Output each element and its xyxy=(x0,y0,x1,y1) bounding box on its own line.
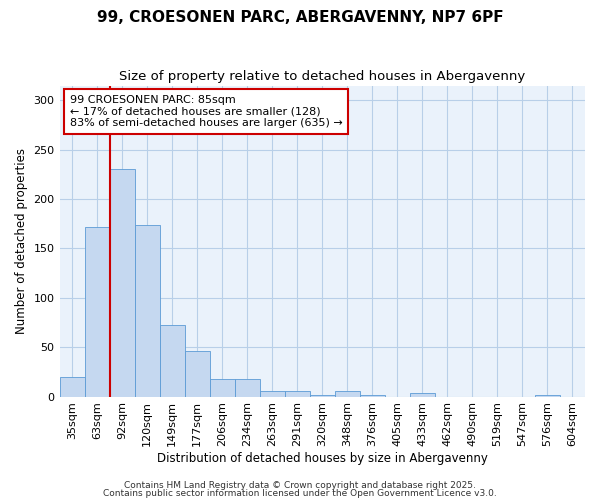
Bar xyxy=(110,170,134,396)
Title: Size of property relative to detached houses in Abergavenny: Size of property relative to detached ho… xyxy=(119,70,526,83)
Text: 99, CROESONEN PARC, ABERGAVENNY, NP7 6PF: 99, CROESONEN PARC, ABERGAVENNY, NP7 6PF xyxy=(97,10,503,25)
Bar xyxy=(335,390,360,396)
Bar xyxy=(235,379,260,396)
Bar xyxy=(59,377,85,396)
Bar xyxy=(209,379,235,396)
Bar xyxy=(260,390,285,396)
Bar xyxy=(285,390,310,396)
Bar xyxy=(85,227,110,396)
X-axis label: Distribution of detached houses by size in Abergavenny: Distribution of detached houses by size … xyxy=(157,452,488,465)
Text: Contains HM Land Registry data © Crown copyright and database right 2025.: Contains HM Land Registry data © Crown c… xyxy=(124,481,476,490)
Bar xyxy=(310,394,335,396)
Bar xyxy=(360,394,385,396)
Bar xyxy=(535,394,560,396)
Bar xyxy=(410,392,435,396)
Y-axis label: Number of detached properties: Number of detached properties xyxy=(15,148,28,334)
Bar xyxy=(134,225,160,396)
Text: 99 CROESONEN PARC: 85sqm
← 17% of detached houses are smaller (128)
83% of semi-: 99 CROESONEN PARC: 85sqm ← 17% of detach… xyxy=(70,95,343,128)
Text: Contains public sector information licensed under the Open Government Licence v3: Contains public sector information licen… xyxy=(103,488,497,498)
Bar xyxy=(160,326,185,396)
Bar xyxy=(185,351,209,397)
